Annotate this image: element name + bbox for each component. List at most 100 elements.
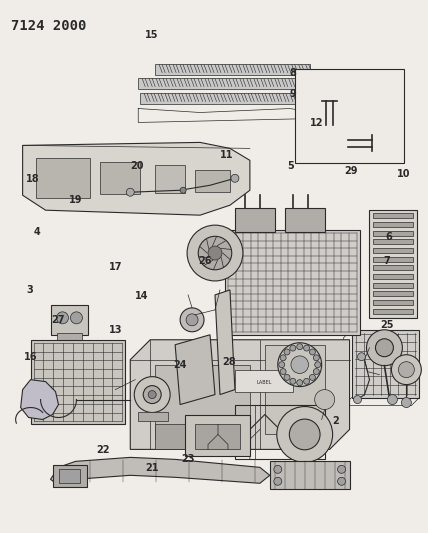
Polygon shape	[21, 379, 59, 419]
Circle shape	[186, 314, 198, 326]
Bar	[265, 345, 325, 434]
Text: 16: 16	[24, 352, 37, 362]
Circle shape	[303, 378, 309, 384]
Text: 4: 4	[33, 227, 40, 237]
Bar	[185, 415, 250, 456]
Circle shape	[148, 391, 156, 399]
Text: 24: 24	[173, 360, 187, 370]
Text: 17: 17	[109, 262, 123, 271]
Circle shape	[290, 378, 296, 384]
Bar	[295, 69, 404, 163]
Text: 22: 22	[96, 445, 110, 455]
Circle shape	[231, 174, 239, 182]
Bar	[56, 333, 83, 341]
Bar	[374, 248, 413, 253]
Circle shape	[398, 362, 414, 378]
Bar	[374, 222, 413, 227]
Circle shape	[56, 312, 68, 324]
Polygon shape	[130, 340, 350, 449]
Circle shape	[180, 187, 186, 193]
Text: 18: 18	[26, 174, 39, 184]
Bar	[195, 171, 230, 192]
Circle shape	[280, 355, 286, 361]
Circle shape	[290, 345, 296, 351]
Bar	[374, 239, 413, 244]
Circle shape	[315, 362, 321, 368]
Bar	[138, 411, 168, 422]
Polygon shape	[215, 290, 235, 394]
Bar	[59, 470, 80, 483]
Circle shape	[291, 356, 309, 374]
Polygon shape	[23, 142, 250, 215]
Bar	[36, 158, 90, 198]
Circle shape	[375, 339, 393, 357]
Circle shape	[297, 344, 303, 350]
Circle shape	[277, 407, 333, 462]
Text: 8: 8	[289, 68, 296, 78]
Text: 27: 27	[51, 314, 65, 325]
Bar	[285, 208, 325, 232]
Text: 14: 14	[135, 290, 148, 301]
Text: 10: 10	[397, 168, 410, 179]
Bar	[369, 210, 417, 318]
Circle shape	[297, 379, 303, 386]
Circle shape	[392, 355, 421, 385]
Bar	[225, 230, 360, 335]
Circle shape	[357, 353, 366, 361]
Circle shape	[289, 419, 320, 450]
Circle shape	[309, 349, 315, 355]
Circle shape	[387, 394, 398, 405]
Text: LABEL: LABEL	[256, 380, 272, 385]
Ellipse shape	[274, 426, 336, 443]
Bar	[374, 231, 413, 236]
Circle shape	[303, 345, 309, 351]
Bar	[374, 300, 413, 305]
Circle shape	[198, 236, 232, 270]
Circle shape	[134, 377, 170, 413]
Text: 29: 29	[344, 166, 357, 176]
Bar	[374, 292, 413, 296]
Bar	[51, 305, 89, 335]
Bar	[155, 365, 250, 439]
Bar	[374, 274, 413, 279]
Polygon shape	[51, 457, 270, 485]
Bar	[374, 213, 413, 218]
Bar	[155, 165, 185, 193]
Text: 6: 6	[386, 232, 392, 243]
Polygon shape	[175, 335, 215, 405]
Circle shape	[279, 362, 285, 368]
Circle shape	[284, 374, 290, 381]
Text: 20: 20	[131, 160, 144, 171]
Circle shape	[180, 308, 204, 332]
Text: 9: 9	[290, 89, 296, 99]
Bar	[374, 309, 413, 314]
Bar	[195, 424, 240, 449]
Text: 3: 3	[27, 285, 33, 295]
Bar	[140, 93, 315, 103]
Bar	[235, 370, 293, 392]
Text: 19: 19	[68, 195, 82, 205]
Bar	[374, 257, 413, 262]
Text: 28: 28	[222, 357, 236, 367]
Bar	[235, 405, 325, 459]
Bar	[155, 63, 310, 75]
Bar	[155, 424, 205, 449]
Circle shape	[187, 225, 243, 281]
Circle shape	[354, 395, 362, 403]
Bar	[270, 462, 350, 489]
Text: 7: 7	[383, 256, 390, 266]
Circle shape	[143, 385, 161, 403]
Text: 2: 2	[332, 416, 339, 425]
Bar	[351, 330, 419, 398]
Circle shape	[208, 246, 222, 260]
Bar	[315, 106, 323, 111]
Circle shape	[126, 188, 134, 196]
Text: 15: 15	[146, 30, 159, 41]
Text: 26: 26	[199, 256, 212, 266]
Text: 23: 23	[181, 454, 195, 464]
Circle shape	[338, 478, 345, 485]
Text: 25: 25	[380, 320, 393, 330]
Circle shape	[71, 312, 83, 324]
Bar	[101, 163, 140, 194]
Text: 7124 2000: 7124 2000	[11, 19, 86, 33]
